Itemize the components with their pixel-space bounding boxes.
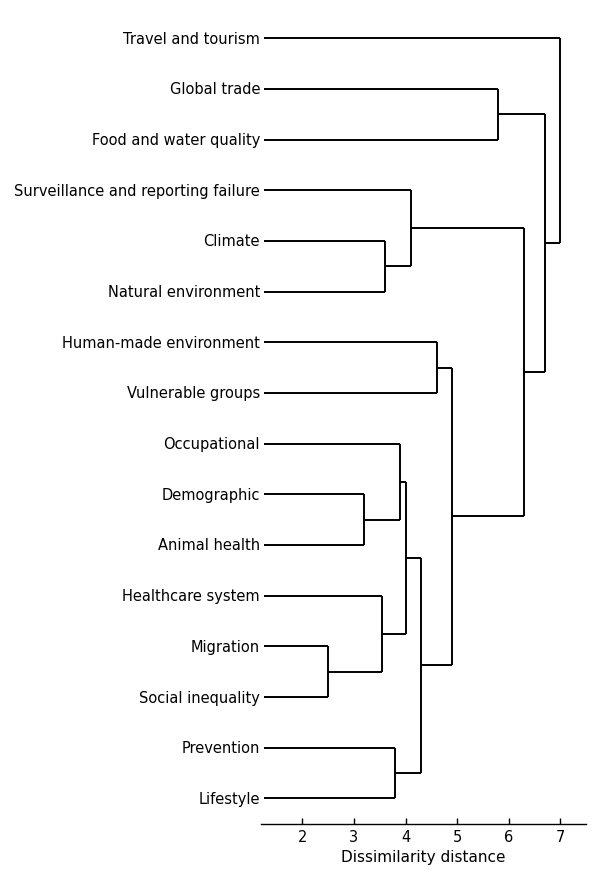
Text: Travel and tourism: Travel and tourism <box>123 32 260 47</box>
Text: Prevention: Prevention <box>182 740 260 755</box>
Text: Human-made environment: Human-made environment <box>62 335 260 350</box>
Text: Healthcare system: Healthcare system <box>122 588 260 603</box>
Text: Climate: Climate <box>203 234 260 249</box>
Text: Natural environment: Natural environment <box>108 284 260 299</box>
Text: Animal health: Animal health <box>158 538 260 553</box>
Text: Migration: Migration <box>191 639 260 654</box>
Text: Global trade: Global trade <box>170 83 260 97</box>
Text: Occupational: Occupational <box>164 436 260 451</box>
X-axis label: Dissimilarity distance: Dissimilarity distance <box>341 849 506 864</box>
Text: Vulnerable groups: Vulnerable groups <box>127 386 260 401</box>
Text: Lifestyle: Lifestyle <box>199 791 260 806</box>
Text: Surveillance and reporting failure: Surveillance and reporting failure <box>14 184 260 198</box>
Text: Social inequality: Social inequality <box>139 690 260 705</box>
Text: Food and water quality: Food and water quality <box>92 133 260 148</box>
Text: Demographic: Demographic <box>161 487 260 502</box>
